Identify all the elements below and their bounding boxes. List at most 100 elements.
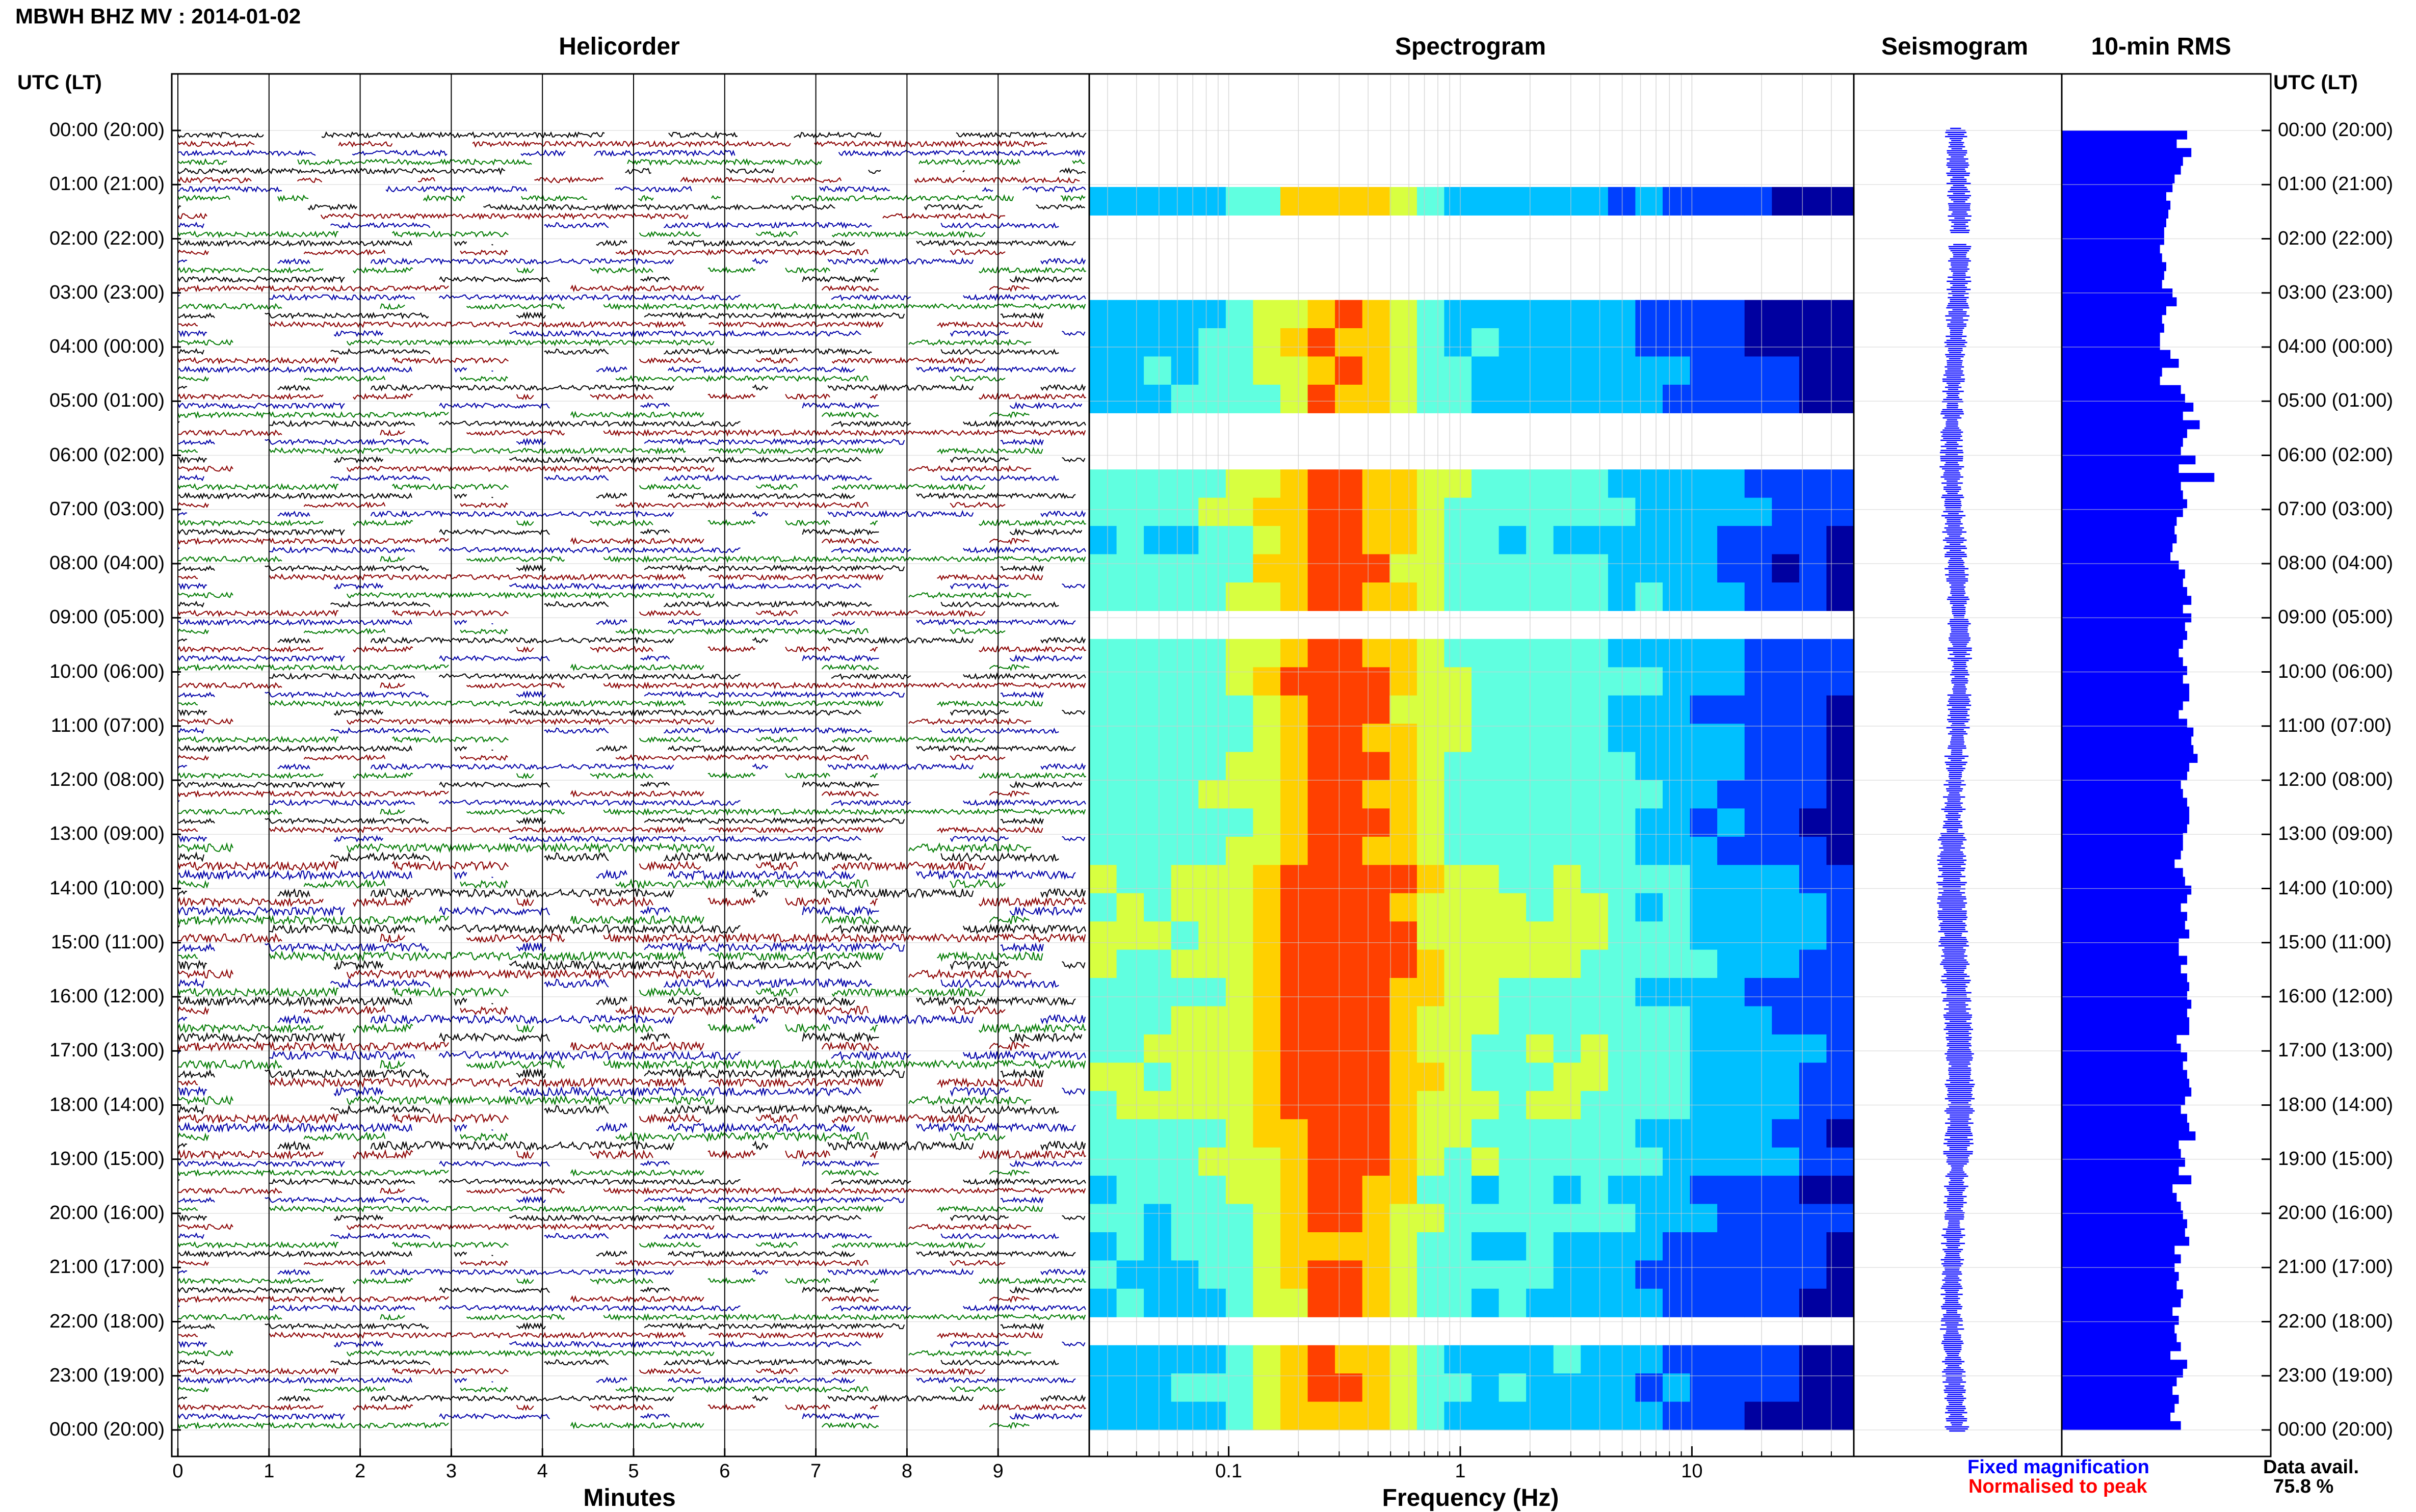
spectrogram-cell	[1089, 187, 1117, 216]
spectrogram-cell	[1663, 639, 1691, 668]
spectrogram-cell	[1198, 300, 1226, 329]
rms-bar	[2062, 999, 2192, 1009]
spectrogram-cell	[1116, 780, 1144, 809]
spectrogram-cell	[1717, 724, 1745, 753]
rms-bar	[2062, 806, 2190, 816]
rms-bar	[2062, 1070, 2187, 1079]
spectrogram-cell	[1089, 836, 1117, 865]
axis-ticks	[172, 129, 2271, 1456]
spectrogram-cell	[1663, 752, 1691, 781]
spectrogram-cell	[1116, 865, 1144, 894]
rms-bar	[2062, 1096, 2185, 1105]
spectrogram-cell	[1499, 1260, 1527, 1289]
spectrogram-cell	[1416, 1288, 1445, 1317]
spectrogram-cell	[1826, 1260, 1854, 1289]
helicorder-trace	[177, 456, 1086, 464]
rms-bar	[2062, 130, 2187, 140]
spectrogram-cell	[1389, 667, 1417, 696]
spectrogram-cell	[1280, 695, 1308, 724]
spectrogram-cell	[1553, 808, 1581, 837]
rms-bar	[2062, 429, 2187, 438]
left-hour-label: 01:00 (21:00)	[49, 173, 165, 195]
spectrogram-cell	[1225, 1147, 1254, 1176]
spectrogram-cell	[1499, 1345, 1527, 1374]
spectrogram-cell	[1581, 752, 1609, 781]
helicorder-trace	[177, 681, 1086, 690]
spectrogram-cell	[1690, 1204, 1718, 1233]
rms-bar	[2062, 156, 2183, 166]
rms-bar	[2062, 1421, 2181, 1430]
helicorder-trace	[177, 878, 1006, 890]
rms-bar	[2062, 666, 2187, 675]
helicorder-trace	[177, 257, 1086, 266]
spectrogram-cell	[1253, 497, 1281, 526]
spectrogram-cell	[1526, 328, 1554, 357]
spectrogram-cell	[1799, 865, 1827, 894]
helicorder-trace	[177, 1421, 1030, 1430]
spectrogram-cell	[1307, 695, 1335, 724]
helicorder-trace	[177, 663, 1030, 672]
rms-bar	[2062, 604, 2183, 614]
spectrogram-cell	[1362, 865, 1390, 894]
rms-bar	[2062, 1149, 2181, 1158]
helicorder-trace	[177, 1213, 1086, 1222]
rms-bar	[2062, 411, 2183, 421]
normalised-label: Normalised to peak	[1968, 1476, 2147, 1497]
spectrogram-cell	[1499, 1034, 1527, 1063]
rms-bar	[2062, 771, 2187, 781]
helicorder-trace	[177, 842, 1031, 854]
spectrogram-cell	[1744, 780, 1772, 809]
spectrogram-cell	[1717, 949, 1745, 978]
rms-bar	[2062, 1087, 2192, 1097]
spectrogram-cell	[1225, 187, 1254, 216]
helicorder-trace	[177, 1331, 1043, 1339]
rms-bar	[2062, 789, 2183, 798]
rms-bar	[2062, 912, 2187, 921]
rms-bar	[2062, 1236, 2190, 1246]
spectrogram-cell	[1799, 554, 1827, 583]
helicorder-trace	[177, 1004, 1006, 1016]
spectrogram-cell	[1389, 1176, 1417, 1205]
rms-bar	[2062, 1377, 2177, 1387]
spectrogram-cell	[1171, 356, 1199, 385]
spectrogram-cell	[1526, 356, 1554, 385]
left-hour-label: 21:00 (17:00)	[49, 1256, 165, 1278]
spectrogram-cell	[1472, 1345, 1500, 1374]
spectrogram-cell	[1280, 780, 1308, 809]
spectrogram-cell	[1635, 1345, 1663, 1374]
spectrogram-cell	[1171, 1204, 1199, 1233]
spectrogram-cell	[1089, 1288, 1117, 1317]
helicorder-trace	[177, 1103, 1059, 1115]
left-hour-label: 00:00 (20:00)	[49, 1419, 165, 1440]
spectrogram-cell	[1717, 328, 1745, 357]
spectrogram-cell	[1225, 667, 1254, 696]
spectrogram-cell	[1717, 921, 1745, 950]
spectrogram-cell	[1690, 780, 1718, 809]
spectrogram-cell	[1416, 384, 1445, 413]
spectrogram-cell	[1225, 1345, 1254, 1374]
spectrogram-cell	[1444, 1345, 1472, 1374]
spectrogram-cell	[1690, 1176, 1718, 1205]
rms-bar	[2062, 420, 2200, 430]
spectrogram-cell	[1171, 1232, 1199, 1261]
helicorder-trace	[177, 284, 1030, 293]
spectrogram-cell	[1526, 921, 1554, 950]
spectrogram-cell	[1253, 356, 1281, 385]
spectrogram-cell	[1116, 328, 1144, 357]
rms-bar	[2062, 859, 2175, 868]
spectrogram-cell	[1389, 724, 1417, 753]
spectrogram-cell	[1744, 695, 1772, 724]
right-hour-label: 23:00 (19:00)	[2278, 1364, 2394, 1386]
spectrogram-cell	[1472, 526, 1500, 555]
spectrogram-cell	[1444, 469, 1472, 498]
spectrogram-cell	[1280, 865, 1308, 894]
spectrogram-cell	[1225, 921, 1254, 950]
spectrogram-cell	[1253, 582, 1281, 611]
rms-bar	[2062, 209, 2169, 219]
spectrogram-cell	[1744, 667, 1772, 696]
spectrogram-cell	[1826, 300, 1854, 329]
spectrogram-cell	[1744, 1147, 1772, 1176]
spectrogram-cell	[1198, 724, 1226, 753]
spectrogram-cell	[1307, 752, 1335, 781]
spectrogram-cell	[1553, 1204, 1581, 1233]
